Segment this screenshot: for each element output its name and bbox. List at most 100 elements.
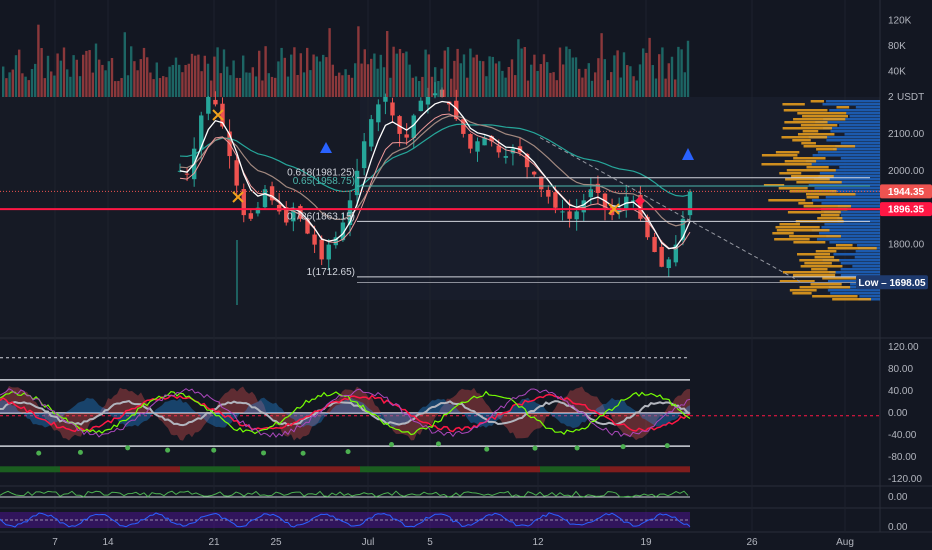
volume-bar	[110, 57, 114, 97]
candle-body	[199, 115, 204, 150]
candle-body	[652, 236, 657, 253]
candle-body	[404, 134, 409, 138]
osc-dot	[125, 445, 131, 451]
volume-bar	[549, 72, 552, 97]
volume-bar	[206, 63, 210, 97]
vp-bar-bg	[805, 160, 880, 163]
candle-body	[269, 186, 275, 201]
volume-bar	[459, 63, 462, 97]
vp-bar-up	[782, 127, 833, 130]
osc3-line	[0, 512, 691, 528]
volume-bar	[408, 64, 411, 97]
osc-status-block	[498, 466, 504, 473]
volume-bar	[488, 56, 491, 97]
candle-body	[418, 100, 424, 112]
volume-bar	[248, 72, 251, 97]
osc-status-block	[84, 466, 90, 473]
volume-bar	[235, 77, 238, 97]
volume-bar	[565, 46, 568, 97]
volume-bar	[238, 77, 242, 97]
diamond-marker	[635, 196, 645, 206]
vp-bar-bg	[814, 187, 880, 190]
vp-bar-bg	[826, 139, 880, 142]
vp-bar-bg	[844, 133, 880, 136]
osc-status-block	[516, 466, 522, 473]
volume-bar	[379, 54, 382, 97]
volume-bar	[651, 65, 654, 97]
candle-body	[354, 170, 360, 196]
vp-bar-bg	[817, 151, 880, 154]
osc-status-block	[42, 466, 48, 473]
volume-bar	[587, 63, 590, 97]
osc-status-block	[264, 466, 270, 473]
vp-bar-up	[802, 115, 849, 118]
volume-bar	[94, 43, 98, 97]
volume-bar	[574, 57, 578, 97]
osc-line-red	[0, 393, 691, 433]
vp-bar-bg	[837, 217, 880, 220]
volume-tick-label: 40K	[888, 67, 906, 78]
vp-bar-bg	[821, 226, 880, 229]
vp-bar-bg	[840, 274, 880, 277]
candle-body	[631, 200, 636, 202]
vp-bar-up	[789, 289, 817, 292]
osc-status-block	[288, 466, 294, 473]
volume-bar	[414, 76, 418, 97]
fib-label: 0.786(1863.15)	[287, 211, 355, 222]
vp-bar-up	[775, 151, 800, 154]
fib-label: 0.65(1958.75)	[293, 176, 355, 187]
volume-bar	[88, 50, 91, 97]
osc-dot	[300, 450, 306, 456]
x-tick-label: 26	[746, 537, 758, 548]
volume-bar	[251, 67, 254, 97]
osc-status-block	[102, 466, 108, 473]
vp-bar-up	[810, 100, 824, 103]
fib-label: 1(1712.65)	[307, 267, 355, 278]
osc-status-block	[228, 466, 234, 473]
osc-status-block	[150, 466, 156, 473]
candle-body	[425, 97, 431, 105]
vp-bar-bg	[833, 253, 880, 256]
osc-status-block	[666, 466, 672, 473]
vp-bar-bg	[835, 145, 880, 148]
volume-bar	[635, 80, 638, 97]
vp-bar-up	[776, 229, 830, 232]
volume-bar	[421, 76, 424, 97]
osc-line-green	[0, 390, 691, 436]
volume-bar	[280, 47, 283, 97]
price-tick-label: 1800.00	[888, 240, 925, 251]
vp-bar-bg	[829, 241, 880, 244]
volume-bar	[184, 65, 187, 97]
volume-bar	[72, 55, 75, 97]
volume-bar	[258, 50, 261, 97]
volume-bar	[130, 46, 133, 97]
volume-bar	[482, 61, 485, 97]
vp-bar-up	[799, 286, 851, 289]
resistance-price-tag: 1896.35	[888, 205, 925, 216]
osc-status-block	[312, 466, 318, 473]
volume-bar	[491, 56, 494, 97]
volume-bar	[274, 77, 277, 97]
volume-bar	[120, 78, 123, 97]
osc-status-block	[18, 466, 24, 473]
vp-bar-bg	[830, 292, 880, 295]
volume-bar	[149, 72, 152, 97]
osc-status-block	[582, 466, 588, 473]
osc-status-block	[528, 466, 534, 473]
osc-dot	[664, 443, 670, 449]
volume-bar	[101, 64, 104, 97]
volume-bar	[386, 31, 389, 97]
volume-bar	[264, 46, 267, 97]
volume-bar	[456, 48, 459, 97]
volume-bar	[453, 60, 456, 97]
candle-body	[248, 213, 254, 219]
volume-bar	[146, 57, 149, 97]
volume-bar	[2, 66, 5, 97]
volume-bar	[542, 54, 546, 97]
vp-bar-bg	[856, 244, 880, 247]
candle-body	[687, 191, 693, 216]
volume-bar	[165, 77, 168, 97]
volume-bar	[626, 65, 629, 97]
volume-bar	[194, 55, 197, 97]
